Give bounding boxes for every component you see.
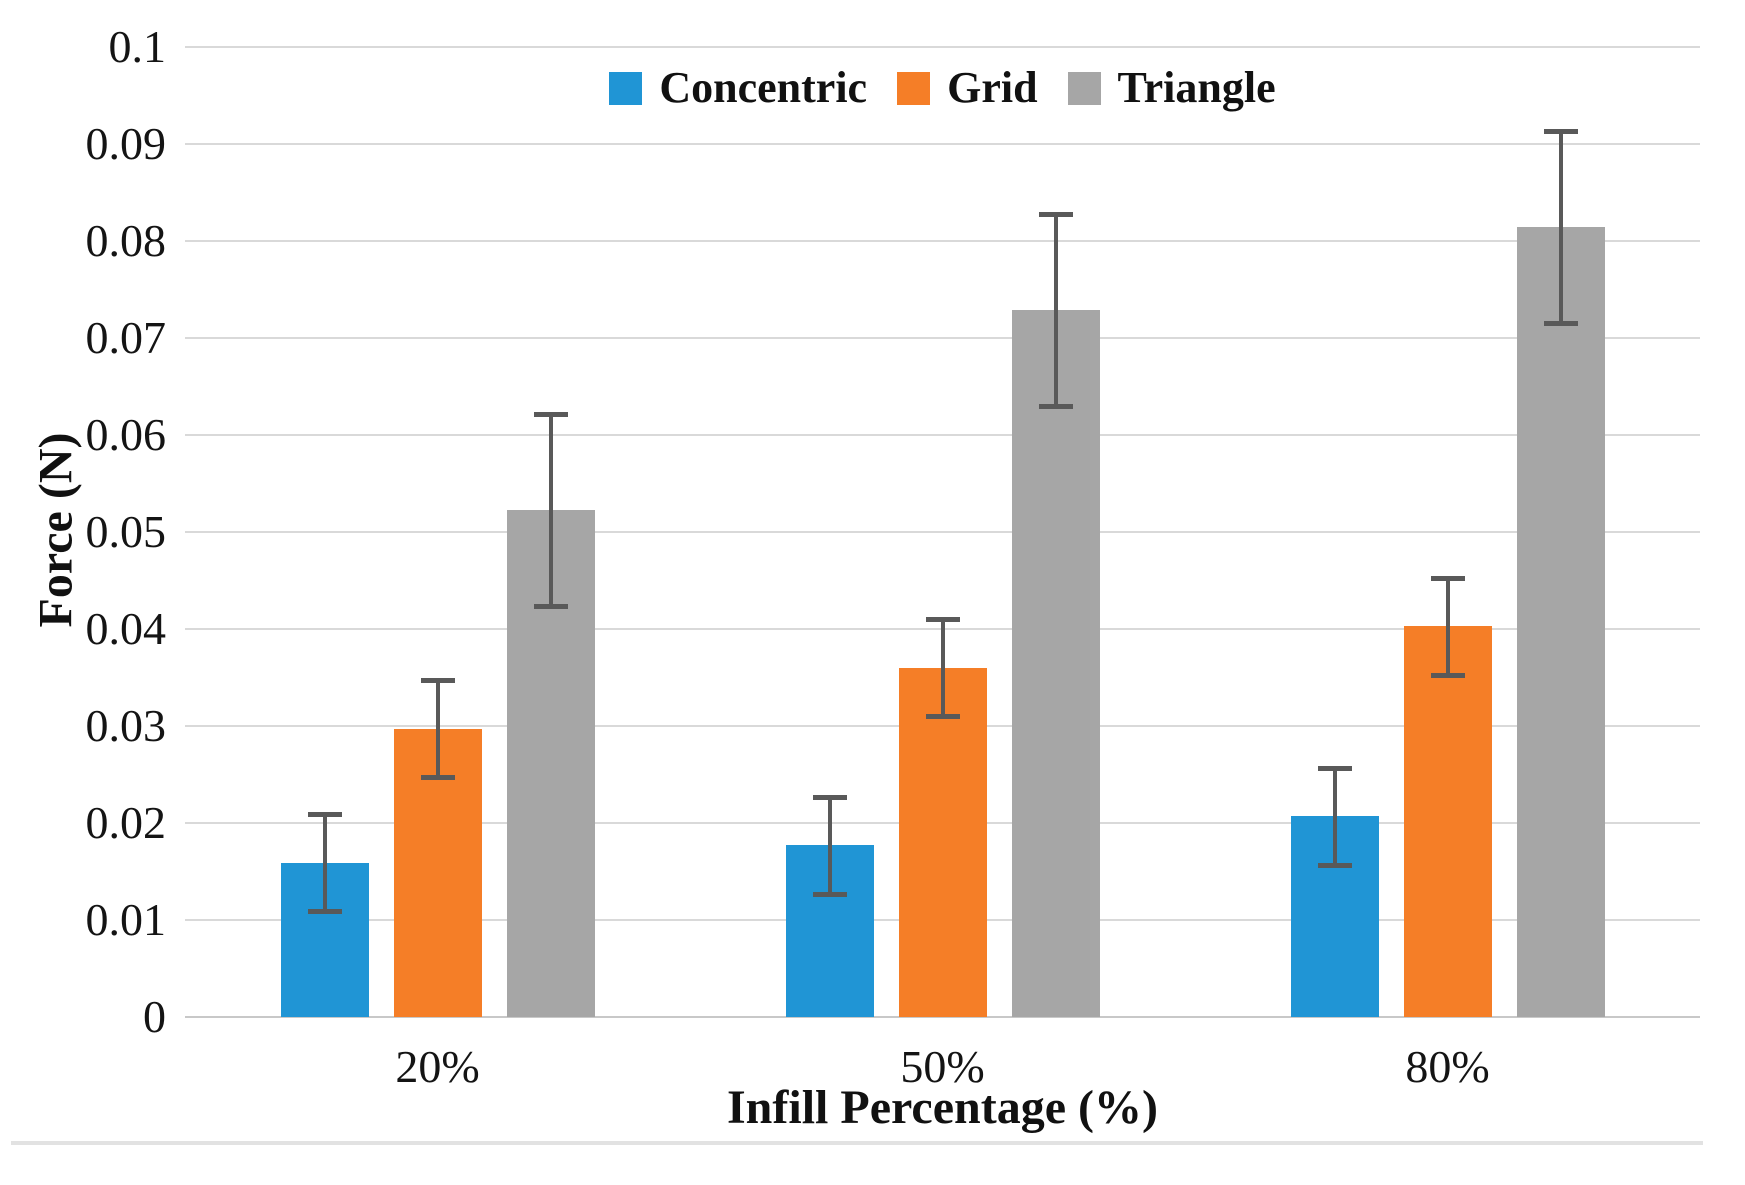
gridline (185, 240, 1700, 242)
chart-legend: Concentric Grid Triangle (185, 66, 1700, 110)
legend-item-concentric: Concentric (609, 66, 867, 110)
error-bar-cap (533, 411, 568, 417)
legend-item-triangle: Triangle (1067, 63, 1276, 112)
bar-grid-80% (1403, 626, 1492, 1017)
bar-triangle-80% (1516, 227, 1605, 1017)
error-bar (548, 413, 553, 606)
y-tick-label: 0.06 (85, 409, 167, 460)
error-bar-cap (420, 775, 455, 781)
error-bar-cap (533, 603, 568, 609)
error-bar-cap (1543, 129, 1578, 135)
error-bar (1445, 577, 1450, 675)
gridline (185, 337, 1700, 339)
y-tick-label: 0.04 (85, 603, 167, 654)
error-bar-cap (812, 891, 847, 897)
error-bar-cap (307, 812, 342, 818)
error-bar (322, 814, 327, 912)
error-bar (1558, 131, 1563, 324)
y-tick-label: 0.09 (85, 118, 167, 169)
gridline (185, 46, 1700, 48)
error-bar-cap (812, 794, 847, 800)
error-bar-cap (307, 909, 342, 915)
x-tick-label: 80% (1405, 1041, 1490, 1092)
error-bar (827, 796, 832, 894)
gridline (185, 434, 1700, 436)
bar-grid-50% (898, 667, 987, 1017)
gridline (185, 531, 1700, 533)
y-tick-label: 0.1 (108, 21, 167, 72)
legend-swatch-icon (1067, 71, 1101, 105)
bottom-divider (11, 1141, 1703, 1145)
y-tick-label: 0.03 (85, 700, 167, 751)
y-tick-label: 0.01 (85, 894, 167, 945)
error-bar (1332, 767, 1337, 865)
error-bar-cap (1317, 765, 1352, 771)
error-bar-cap (1317, 862, 1352, 868)
legend-item-grid: Grid (897, 63, 1038, 112)
gridline (185, 143, 1700, 145)
error-bar (940, 619, 945, 717)
legend-label: Grid (947, 63, 1038, 112)
legend-label: Triangle (1117, 63, 1276, 112)
error-bar-cap (1543, 321, 1578, 327)
x-tick-label: 50% (900, 1041, 985, 1092)
error-bar-cap (1038, 403, 1073, 409)
x-axis-title: Infill Percentage (%) (727, 1081, 1158, 1134)
legend-label: Concentric (659, 63, 868, 112)
y-axis-title: Force (N) (29, 432, 83, 628)
x-axis-line (185, 1016, 1700, 1018)
error-bar-cap (925, 617, 960, 623)
legend-swatch-icon (897, 71, 931, 105)
error-bar-cap (1430, 672, 1465, 678)
y-tick-label: 0.02 (85, 797, 167, 848)
y-tick-label: 0 (143, 991, 166, 1042)
bar-triangle-50% (1011, 309, 1100, 1017)
error-bar (435, 680, 440, 778)
x-tick-label: 20% (395, 1041, 480, 1092)
error-bar (1053, 213, 1058, 406)
error-bar-cap (1430, 575, 1465, 581)
error-bar-cap (925, 714, 960, 720)
legend-swatch-icon (609, 71, 643, 105)
y-tick-label: 0.07 (85, 312, 167, 363)
y-tick-label: 0.08 (85, 215, 167, 266)
y-tick-label: 0.05 (85, 506, 167, 557)
error-bar-cap (1038, 211, 1073, 217)
error-bar-cap (420, 678, 455, 684)
